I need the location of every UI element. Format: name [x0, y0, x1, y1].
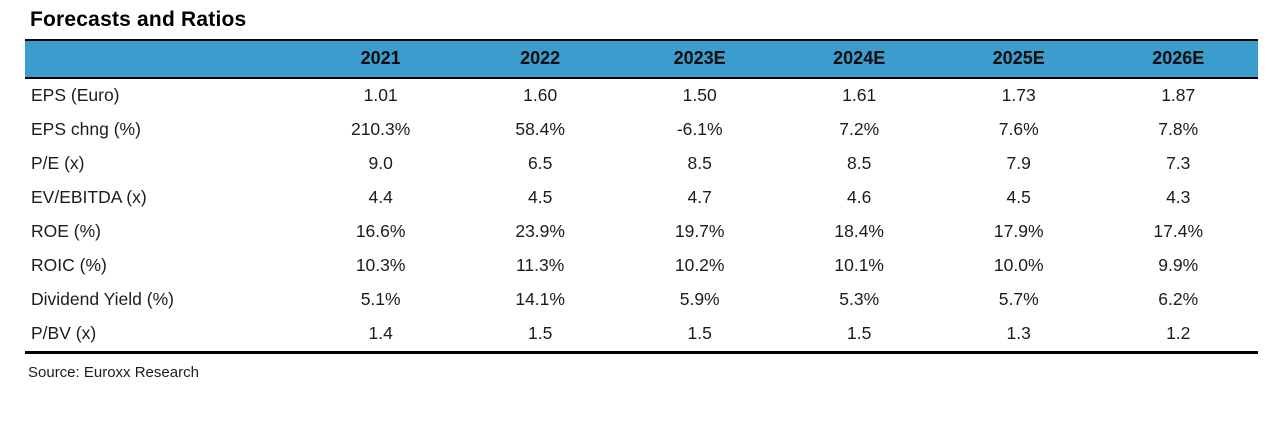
- value-cell: 1.4: [368, 323, 393, 343]
- value-cell: 8.5: [687, 153, 712, 173]
- table-row: Dividend Yield (%) 5.1% 14.1% 5.9% 5.3% 5.7% 6…: [25, 283, 1258, 317]
- value-cell: 7.9: [1006, 153, 1031, 173]
- value-cell: 1.01: [363, 85, 398, 105]
- row-label: EPS (Euro): [31, 85, 120, 105]
- row-label: P/BV (x): [31, 323, 97, 343]
- value-cell: 4.7: [687, 187, 712, 207]
- value-cell: 17.9%: [993, 221, 1044, 241]
- value-cell: 5.3%: [839, 289, 880, 309]
- row-label: P/E (x): [31, 153, 85, 173]
- page-title: Forecasts and Ratios: [30, 8, 247, 31]
- value-cell: 1.73: [1001, 85, 1036, 105]
- value-cell: 14.1%: [515, 289, 565, 309]
- value-cell: 4.5: [1006, 187, 1031, 207]
- value-cell: 19.7%: [674, 221, 725, 241]
- table-row: EV/EBITDA (x) 4.4 4.5 4.7 4.6 4.5 4.3: [25, 181, 1258, 215]
- value-cell: 10.0%: [993, 255, 1044, 275]
- table-header-year-cell: 2023E: [619, 40, 780, 79]
- value-cell: -6.1%: [676, 119, 723, 139]
- forecasts-table: 2021 2022 2023E 2024E 2025E 2026E EPS (Euro) 1…: [25, 39, 1258, 354]
- value-cell: 17.4%: [1153, 221, 1204, 241]
- value-cell: 1.50: [682, 85, 717, 105]
- value-cell: 10.2%: [674, 255, 725, 275]
- value-cell: 1.5: [687, 323, 712, 343]
- table-row: ROIC (%) 10.3% 11.3% 10.2% 10.1% 10.0% 9.9%: [25, 249, 1258, 283]
- value-cell: 10.1%: [834, 255, 884, 275]
- value-cell: 1.3: [1006, 323, 1031, 343]
- value-cell: 1.61: [842, 85, 877, 105]
- row-label: EPS chng (%): [31, 119, 141, 139]
- table-row: ROE (%) 16.6% 23.9% 19.7% 18.4% 17.9% 17.4%: [25, 215, 1258, 249]
- table-header-year-cell: 2025E: [938, 40, 1099, 79]
- table-row: EPS (Euro) 1.01 1.60 1.50 1.61 1.73 1.87: [25, 78, 1258, 113]
- table-body: EPS (Euro) 1.01 1.60 1.50 1.61 1.73 1.87 EPS ch…: [25, 78, 1258, 353]
- value-cell: 16.6%: [355, 221, 406, 241]
- value-cell: 4.4: [368, 187, 393, 207]
- row-label: ROIC (%): [31, 255, 107, 275]
- value-cell: 7.6%: [998, 119, 1039, 139]
- value-cell: 18.4%: [834, 221, 884, 241]
- table-header-year-cell: 2026E: [1098, 40, 1258, 79]
- value-cell: 5.7%: [998, 289, 1039, 309]
- forecasts-panel: Forecasts and Ratios 2021 2022 2023E 2024E 2…: [25, 8, 1258, 381]
- source-note: Source: Euroxx Research: [28, 364, 199, 381]
- value-cell: 1.60: [523, 85, 558, 105]
- value-cell: 23.9%: [515, 221, 565, 241]
- value-cell: 6.2%: [1158, 289, 1199, 309]
- table-row: EPS chng (%) 210.3% 58.4% -6.1% 7.2% 7.6% 7.8%: [25, 113, 1258, 147]
- value-cell: 9.9%: [1158, 255, 1199, 275]
- table-header-label-cell: [25, 40, 301, 79]
- value-cell: 5.1%: [360, 289, 401, 309]
- value-cell: 7.8%: [1158, 119, 1199, 139]
- value-cell: 11.3%: [516, 255, 565, 275]
- value-cell: 1.2: [1166, 323, 1191, 343]
- value-cell: 4.6: [847, 187, 872, 207]
- row-label: Dividend Yield (%): [31, 289, 174, 309]
- value-cell: 9.0: [368, 153, 393, 173]
- value-cell: 7.3: [1166, 153, 1191, 173]
- value-cell: 210.3%: [350, 119, 411, 139]
- value-cell: 1.87: [1161, 85, 1196, 105]
- table-header-row: 2021 2022 2023E 2024E 2025E 2026E: [25, 40, 1258, 79]
- table-header-year-cell: 2022: [460, 40, 620, 79]
- row-label: ROE (%): [31, 221, 101, 241]
- value-cell: 4.5: [528, 187, 553, 207]
- value-cell: 8.5: [847, 153, 872, 173]
- value-cell: 58.4%: [515, 119, 565, 139]
- value-cell: 10.3%: [355, 255, 406, 275]
- value-cell: 6.5: [528, 153, 553, 173]
- value-cell: 4.3: [1166, 187, 1191, 207]
- row-label: EV/EBITDA (x): [31, 187, 147, 207]
- table-row: P/BV (x) 1.4 1.5 1.5 1.5 1.3 1.2: [25, 317, 1258, 353]
- value-cell: 1.5: [847, 323, 872, 343]
- value-cell: 1.5: [528, 323, 553, 343]
- value-cell: 7.2%: [839, 119, 880, 139]
- table-header-year-cell: 2021: [300, 40, 461, 79]
- value-cell: 5.9%: [679, 289, 720, 309]
- table-row: P/E (x) 9.0 6.5 8.5 8.5 7.9 7.3: [25, 147, 1258, 181]
- table-header-year-cell: 2024E: [779, 40, 939, 79]
